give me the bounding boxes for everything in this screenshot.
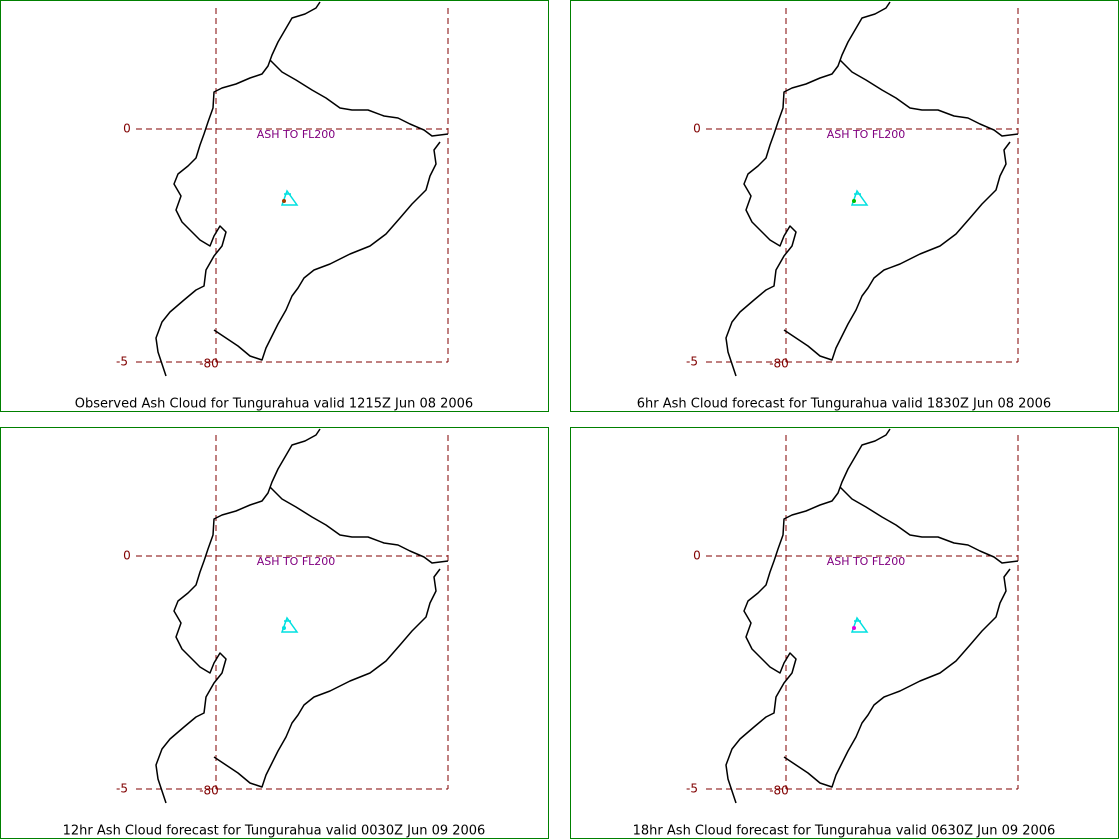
ash-cloud bbox=[850, 189, 869, 206]
lon-label: -80 bbox=[769, 784, 789, 798]
lat-label: 0 bbox=[123, 549, 131, 563]
lat-label: -5 bbox=[116, 355, 128, 369]
lat-label: 0 bbox=[693, 122, 701, 136]
coastline bbox=[155, 428, 321, 804]
lat-label: -5 bbox=[686, 355, 698, 369]
ash-cloud bbox=[850, 616, 869, 633]
map-panel: ASH TO FL200 0 -5 -80 Observed Ash Cloud for… bbox=[0, 0, 549, 412]
map-panel: ASH TO FL200 0 -5 -80 12hr Ash Cloud forecas… bbox=[0, 427, 549, 839]
lon-label: -80 bbox=[199, 357, 219, 371]
volcano-marker bbox=[282, 199, 286, 203]
panel-title: 6hr Ash Cloud forecast for Tungurahua va… bbox=[637, 397, 1051, 412]
border bbox=[213, 59, 449, 361]
map-panel: ASH TO FL200 0 -5 -80 18hr Ash Cloud forecas… bbox=[570, 427, 1119, 839]
map-panel: ASH TO FL200 0 -5 -80 6hr Ash Cloud forecast… bbox=[570, 0, 1119, 412]
volcano-marker bbox=[852, 626, 856, 630]
panel-frame bbox=[570, 427, 1119, 839]
coastline bbox=[155, 1, 321, 377]
ash-level-label: ASH TO FL200 bbox=[827, 128, 906, 141]
ash-level-label: ASH TO FL200 bbox=[827, 555, 906, 568]
panel-frame bbox=[0, 427, 549, 839]
ash-level-label: ASH TO FL200 bbox=[257, 128, 336, 141]
lat-label: 0 bbox=[123, 122, 131, 136]
panel-title: 12hr Ash Cloud forecast for Tungurahua v… bbox=[63, 824, 486, 839]
volcano-marker bbox=[282, 626, 286, 630]
panel-title: Observed Ash Cloud for Tungurahua valid … bbox=[75, 397, 473, 412]
lat-label: -5 bbox=[686, 782, 698, 796]
volcano-marker bbox=[852, 199, 856, 203]
lat-label: 0 bbox=[693, 549, 701, 563]
panel-frame bbox=[0, 0, 549, 412]
border bbox=[213, 486, 449, 788]
ash-cloud bbox=[280, 616, 299, 633]
lat-label: -5 bbox=[116, 782, 128, 796]
panel-title: 18hr Ash Cloud forecast for Tungurahua v… bbox=[633, 824, 1056, 839]
lon-label: -80 bbox=[769, 357, 789, 371]
coastline bbox=[725, 428, 891, 804]
coastline bbox=[725, 1, 891, 377]
panel-frame bbox=[570, 0, 1119, 412]
lon-label: -80 bbox=[199, 784, 219, 798]
ash-cloud bbox=[280, 189, 299, 206]
ash-level-label: ASH TO FL200 bbox=[257, 555, 336, 568]
border bbox=[783, 486, 1019, 788]
border bbox=[783, 59, 1019, 361]
